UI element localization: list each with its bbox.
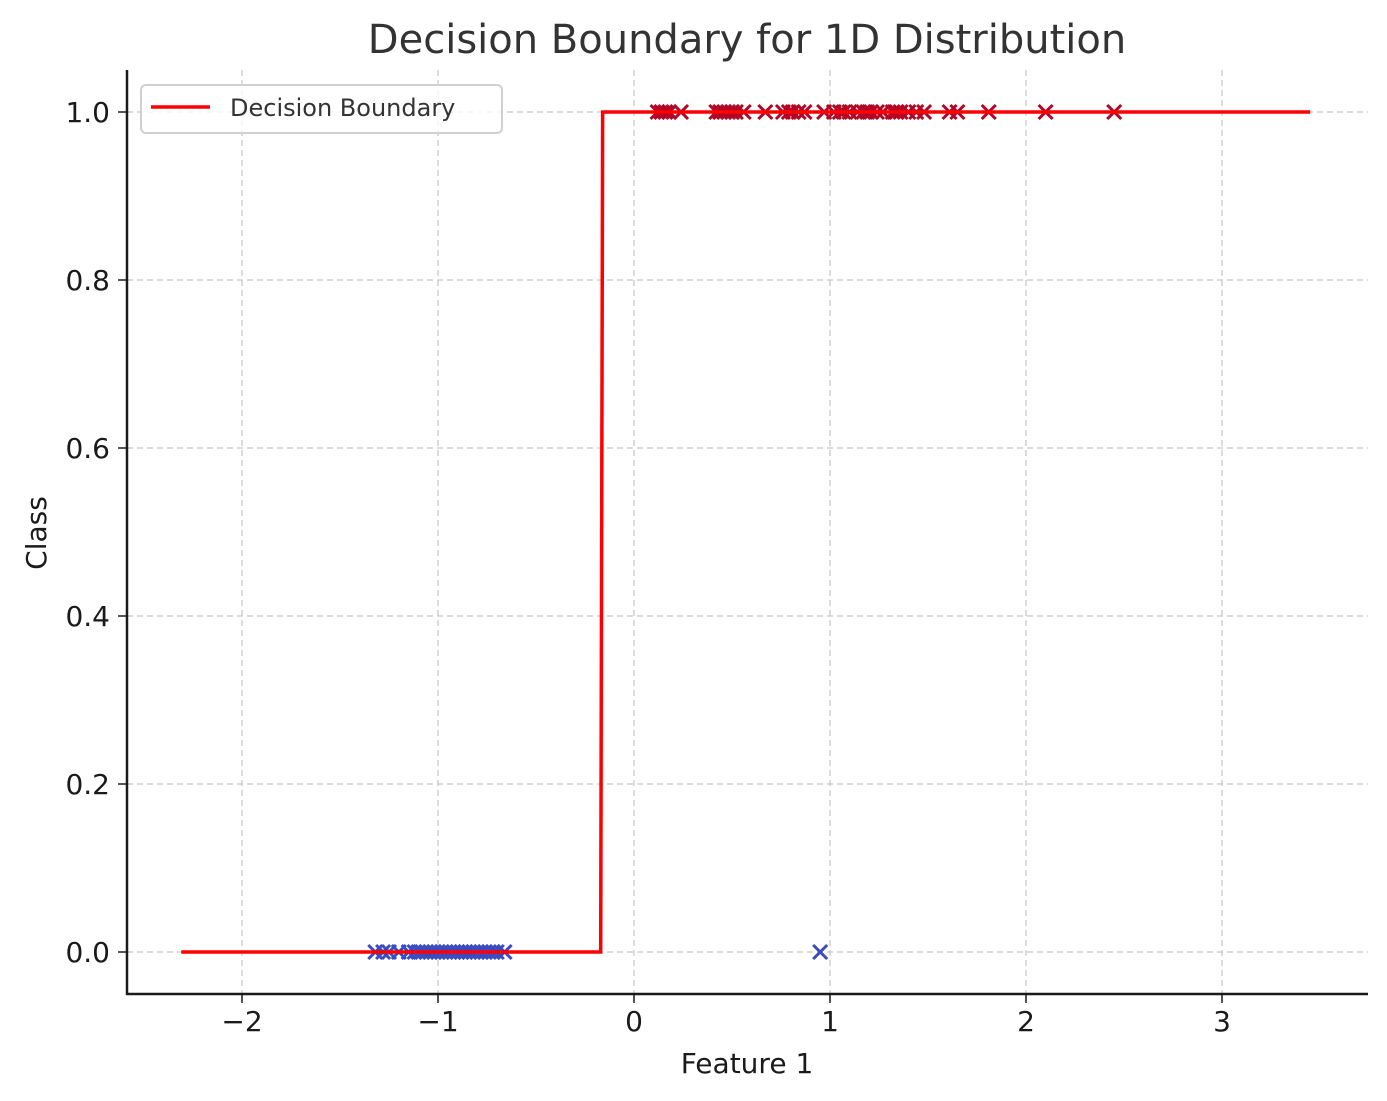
x-tick-label: 2 [1017,1005,1035,1038]
x-tick-label: 3 [1213,1005,1231,1038]
x-axis-label: Feature 1 [681,1047,814,1080]
x-tick-label: 1 [821,1005,839,1038]
legend: Decision Boundary [140,84,503,134]
x-tick-label: 0 [625,1005,643,1038]
x-tick-label: −2 [221,1005,262,1038]
y-tick-label: 0.2 [65,768,110,801]
boundary-polyline [181,110,1311,954]
grid-lines [127,70,1368,994]
x-marker-icon [812,943,829,961]
y-tick-label: 0.4 [65,600,110,633]
scatter-points [367,103,1123,961]
chart-title: Decision Boundary for 1D Distribution [368,17,1126,63]
axes [125,70,1368,996]
y-tick-label: 1.0 [65,96,110,129]
y-axis-label: Class [20,496,53,570]
legend-box [140,84,503,134]
y-tick-label: 0.0 [65,936,110,969]
x-ticks: −2 −1 0 1 2 3 [221,994,1231,1038]
decision-boundary-line [181,110,1311,954]
y-ticks: 0.0 0.2 0.4 0.6 0.8 1.0 [65,96,127,969]
legend-label: Decision Boundary [230,94,455,122]
y-tick-label: 0.8 [65,264,110,297]
x-tick-label: −1 [417,1005,458,1038]
y-tick-label: 0.6 [65,432,110,465]
